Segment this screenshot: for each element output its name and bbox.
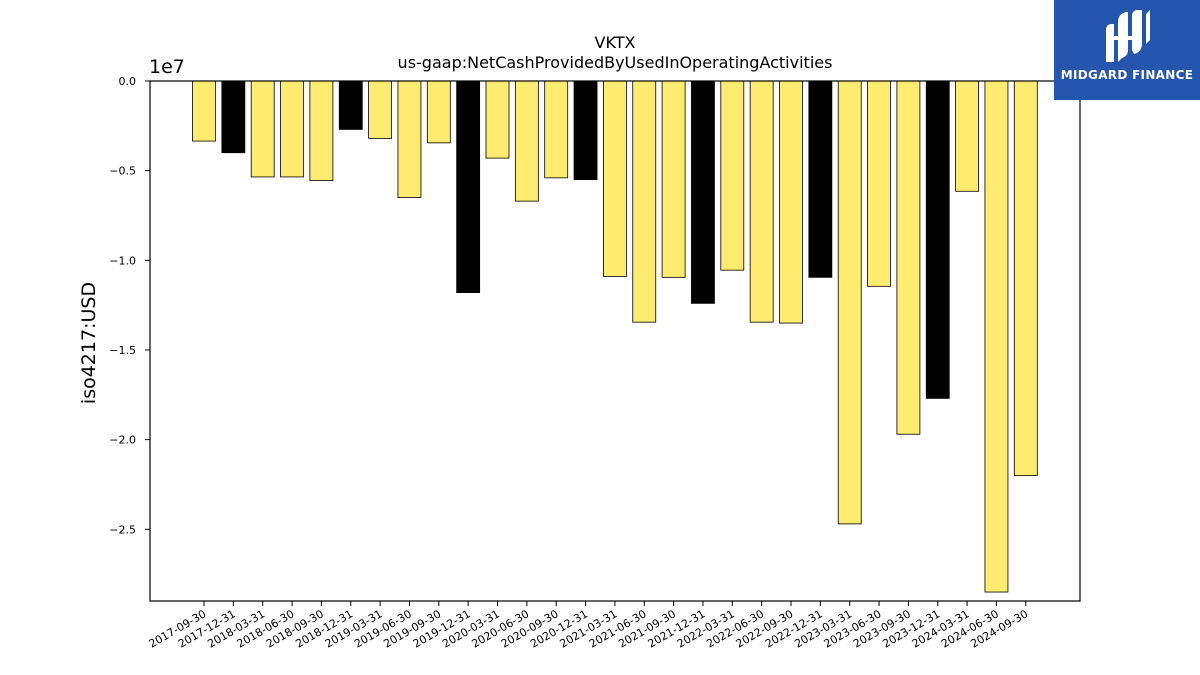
bar-2020-09-30 [544, 80, 569, 179]
bar-2021-06-30 [632, 80, 657, 323]
bar-2020-12-31 [573, 80, 598, 181]
bar-2020-03-31 [485, 80, 510, 159]
bar-2021-03-31 [603, 80, 627, 277]
midgard-logo-icon [1106, 10, 1150, 62]
y-axis-label: iso4217:USD [78, 281, 100, 405]
bar-2021-09-30 [661, 80, 686, 278]
bar-2019-12-31 [456, 80, 481, 293]
chart-subtitle: us-gaap:NetCashProvidedByUsedInOperating… [397, 53, 833, 72]
bar-2020-06-30 [514, 80, 539, 202]
bar-2022-03-31 [720, 80, 745, 271]
y-tick-label: −2.5 [109, 523, 136, 536]
y-tick-label: −1.5 [109, 344, 136, 357]
bar-2023-09-30 [896, 80, 921, 435]
y-scale-multiplier: 1e7 [149, 56, 185, 78]
bar-2017-12-31 [221, 80, 246, 154]
bar-2019-09-30 [426, 80, 451, 144]
y-tick-label: −2.0 [109, 434, 136, 447]
bar-2018-06-30 [280, 80, 304, 178]
bar-2022-09-30 [779, 80, 803, 324]
bar-2023-12-31 [925, 80, 950, 399]
bar-2017-09-30 [192, 80, 216, 142]
brand-logo: MIDGARD FINANCE [1054, 0, 1200, 100]
y-tick-label: 0.0 [119, 75, 137, 88]
logo-text: MIDGARD FINANCE [1060, 68, 1194, 82]
y-tick-label: −1.0 [109, 254, 136, 267]
chart-title: VKTX [594, 33, 636, 52]
bar-2024-09-30 [1013, 80, 1038, 476]
bar-2018-03-31 [250, 80, 275, 178]
bar-2018-09-30 [309, 80, 334, 181]
bar-2023-06-30 [867, 80, 891, 287]
bar-2024-06-30 [984, 80, 1009, 593]
bar-2023-03-31 [837, 80, 862, 525]
bar-2019-06-30 [397, 80, 422, 198]
bar-2024-03-31 [955, 80, 979, 192]
bar-2019-03-31 [368, 80, 393, 139]
bar-2022-06-30 [749, 80, 774, 323]
y-tick-label: −0.5 [109, 165, 136, 178]
bar-2018-12-31 [338, 80, 363, 130]
bar-2022-12-31 [808, 80, 833, 278]
bar-2021-12-31 [691, 80, 715, 304]
